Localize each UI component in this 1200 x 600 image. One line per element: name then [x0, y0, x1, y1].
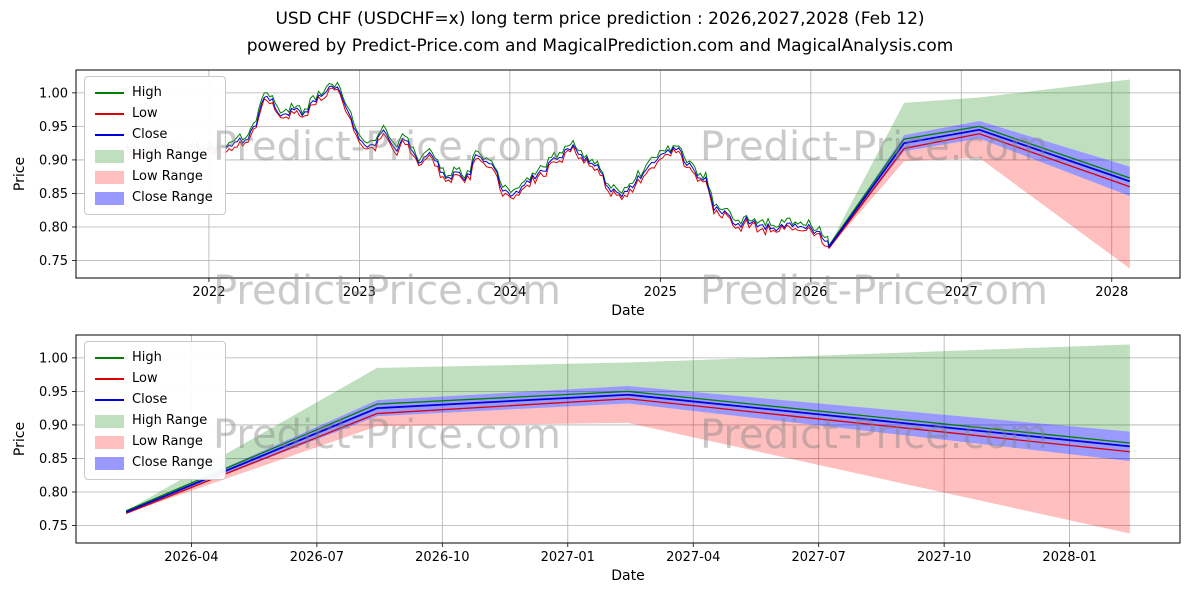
y-tick-label: 0.75	[39, 254, 68, 269]
x-tick-label: 2023	[343, 285, 376, 300]
legend-item-low-range: Low Range	[95, 434, 213, 450]
legend-item-close: Close	[95, 392, 213, 408]
x-tick-label: 2028	[1095, 285, 1128, 300]
y-tick-label: 0.80	[39, 220, 68, 235]
close-range-patch-swatch	[95, 456, 124, 470]
close-range-patch-swatch	[95, 191, 124, 205]
prediction-low-line	[125, 398, 1130, 515]
x-tick-label: 2027-04	[666, 550, 720, 565]
prediction-high-line	[125, 390, 1130, 512]
legend-item-close: Close	[95, 127, 213, 143]
legend-label: Low Range	[132, 169, 203, 184]
legend-label: Close	[132, 392, 168, 407]
x-tick-label: 2022	[192, 285, 225, 300]
legend-label: Low	[132, 371, 158, 386]
high-range-band	[828, 79, 1130, 247]
chart-subtitle: powered by Predict-Price.com and Magical…	[246, 36, 954, 56]
high-range-patch-swatch	[95, 414, 124, 428]
legend-item-low: Low	[95, 371, 213, 387]
legend-label: High	[132, 85, 162, 100]
grid	[76, 70, 1180, 278]
low-line-swatch	[95, 113, 124, 115]
legend-item-high: High	[95, 85, 213, 101]
low-line-swatch	[95, 378, 124, 380]
chart-title: USD CHF (USDCHF=x) long term price predi…	[275, 9, 925, 29]
high-range-band	[126, 344, 1130, 512]
prediction-low-line	[828, 133, 1131, 249]
prediction-zoom-plot: 0.75 0.80 0.85 0.90 0.95 1.00 2026-04 2026-07 20…	[12, 334, 1181, 584]
high-line-swatch	[95, 357, 124, 359]
y-tick-label: 0.95	[39, 385, 68, 400]
x-tick-label: 2027-07	[792, 550, 846, 565]
low-range-patch-swatch	[95, 170, 124, 184]
legend-label: High	[132, 350, 162, 365]
y-axis-label: Price	[12, 422, 28, 456]
y-tick-label: 0.75	[39, 519, 68, 534]
legend-label: High Range	[132, 148, 208, 163]
legend-item-close-range: Close Range	[95, 455, 213, 471]
legend-item-high: High	[95, 350, 213, 366]
high-range-patch-swatch	[95, 149, 124, 163]
x-tick-label: 2026-07	[290, 550, 344, 565]
legend-label: Low Range	[132, 434, 203, 449]
prediction-close-line	[125, 393, 1130, 513]
x-tick-label: 2026-10	[415, 550, 469, 565]
x-tick-label: 2024	[493, 285, 526, 300]
close-line-swatch	[95, 399, 124, 401]
tick-labels: 0.75 0.80 0.85 0.90 0.95 1.00 2026-04 2026-07 20…	[39, 351, 1097, 565]
legend-item-low: Low	[95, 106, 213, 122]
tick-marks	[72, 357, 1070, 547]
y-tick-label: 0.95	[39, 120, 68, 135]
legend-item-high-range: High Range	[95, 148, 213, 164]
tick-labels: 0.75 0.80 0.85 0.90 0.95 1.00 2022 2023 2024 2025…	[39, 86, 1128, 300]
y-tick-label: 0.85	[39, 187, 68, 202]
legend-item-high-range: High Range	[95, 413, 213, 429]
plot-border	[75, 69, 1181, 279]
y-tick-label: 0.90	[39, 418, 68, 433]
legend-label: Close	[132, 127, 168, 142]
plot-border	[75, 334, 1181, 544]
high-line-swatch	[95, 92, 124, 94]
close-line-swatch	[95, 134, 124, 136]
legend: High Low Close High Range Low Range Close Ran…	[84, 76, 226, 215]
x-tick-label: 2028-01	[1042, 550, 1096, 565]
tick-marks	[72, 92, 1113, 282]
legend-item-close-range: Close Range	[95, 190, 213, 206]
low-range-band	[828, 138, 1130, 269]
x-tick-label: 2026-04	[164, 550, 218, 565]
x-axis-label: Date	[611, 568, 644, 584]
y-tick-label: 0.85	[39, 452, 68, 467]
legend-label: Low	[132, 106, 158, 121]
legend-label: Close Range	[132, 455, 213, 470]
history-high-line	[125, 81, 830, 246]
low-range-band	[126, 403, 1130, 534]
prediction-zoom-chart: 0.75 0.80 0.85 0.90 0.95 1.00 2026-04 2026-07 20…	[0, 325, 1200, 595]
legend-label: Close Range	[132, 190, 213, 205]
history-close-line	[125, 85, 830, 248]
x-tick-label: 2027	[945, 285, 978, 300]
prediction-high-line	[828, 125, 1131, 247]
price-history-chart: 0.75 0.80 0.85 0.90 0.95 1.00 2022 2023 2024 2025…	[0, 60, 1200, 330]
x-tick-label: 2027-01	[541, 550, 595, 565]
y-axis-label: Price	[12, 157, 28, 191]
price-history-with-prediction-plot: 0.75 0.80 0.85 0.90 0.95 1.00 2022 2023 2024 2025…	[12, 69, 1181, 319]
history-low-line	[125, 87, 830, 249]
y-tick-label: 0.80	[39, 485, 68, 500]
x-tick-label: 2026	[794, 285, 827, 300]
x-axis-label: Date	[611, 303, 644, 319]
low-range-patch-swatch	[95, 435, 124, 449]
prediction-close-line	[828, 128, 1131, 248]
y-tick-label: 0.90	[39, 153, 68, 168]
x-tick-label: 2025	[644, 285, 677, 300]
legend: High Low Close High Range Low Range Close Ran…	[84, 341, 226, 480]
y-tick-label: 1.00	[39, 86, 68, 101]
y-tick-label: 1.00	[39, 351, 68, 366]
legend-label: High Range	[132, 413, 208, 428]
legend-item-low-range: Low Range	[95, 169, 213, 185]
x-tick-label: 2027-10	[917, 550, 971, 565]
